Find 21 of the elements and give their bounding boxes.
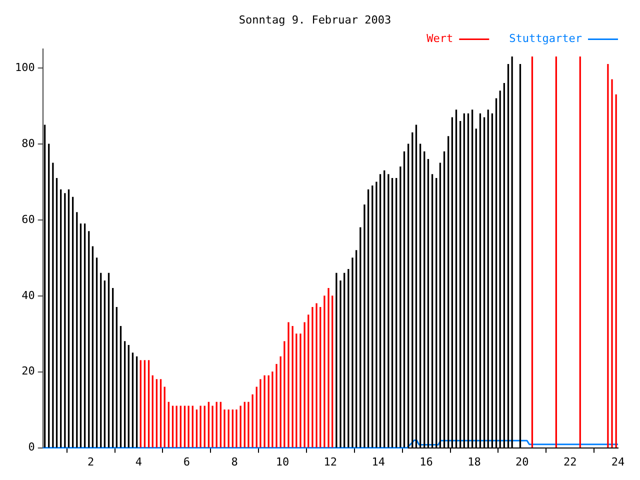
y-tick-label: 80	[22, 136, 35, 150]
x-tick-label: 4	[135, 455, 142, 468]
y-tick-label: 20	[22, 364, 35, 378]
x-tick-label: 2	[87, 455, 94, 468]
x-tick-label: 18	[468, 455, 481, 468]
x-tick-label: 20	[516, 455, 529, 468]
x-tick-label: 22	[563, 455, 577, 468]
legend-label: Wert	[426, 32, 454, 46]
x-tick-label: 10	[276, 455, 290, 468]
x-tick-label: 8	[231, 455, 238, 468]
y-tick-label: 100	[14, 61, 35, 74]
x-tick-label: 12	[324, 455, 338, 468]
chart-title: Sonntag 9. Februar 2003	[238, 13, 392, 26]
y-tick-label: 60	[22, 212, 35, 226]
legend-label: Stuttgarter	[509, 32, 582, 46]
x-tick-label: 24	[611, 455, 625, 468]
y-tick-label: 40	[22, 288, 35, 302]
x-tick-label: 6	[183, 455, 190, 468]
x-tick-label: 14	[372, 455, 386, 468]
y-tick-label: 0	[28, 440, 35, 454]
x-tick-label: 16	[420, 455, 433, 468]
